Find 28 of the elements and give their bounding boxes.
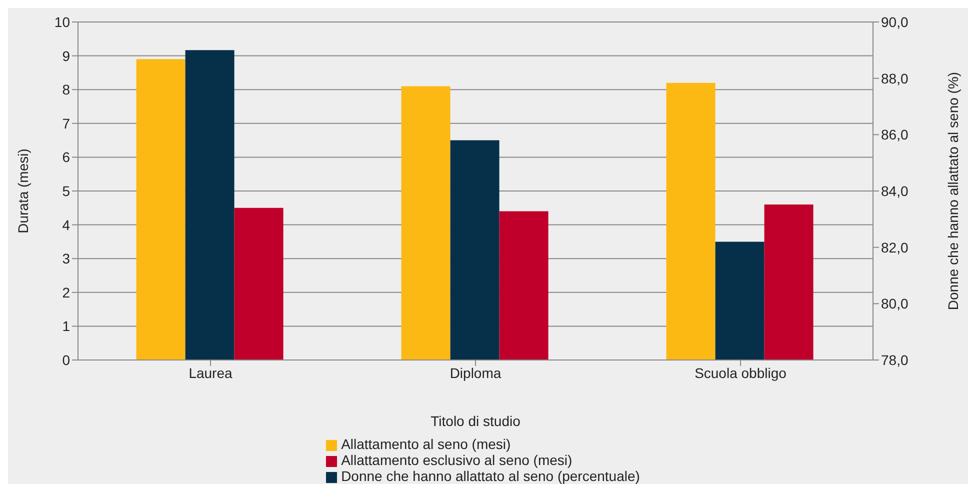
legend-label: Donne che hanno allattato al seno (percentuale) [341, 468, 640, 484]
y2-tick-label: 86,0 [881, 126, 908, 143]
x-axis-title: Titolo di studio [430, 413, 521, 429]
y-tick-label: 5 [62, 182, 70, 199]
y2-tick-label: 90,0 [881, 14, 908, 30]
y-tick-label: 8 [62, 82, 70, 98]
y2-tick-label: 80,0 [881, 296, 908, 312]
y-axis-title: Durata (mesi) [14, 148, 31, 234]
bar [666, 82, 716, 360]
y2-axis-title: Donne che hanno allattato al seno (%) [944, 72, 961, 310]
y2-tick-label: 78,0 [881, 352, 908, 368]
y-tick-label: 1 [62, 318, 70, 334]
y2-tick-label: 84,0 [881, 182, 908, 199]
y-tick-label: 3 [62, 250, 70, 267]
x-tick-label: Scuola obbligo [694, 364, 787, 381]
y2-tick-label: 88,0 [881, 70, 908, 86]
y-tick-label: 10 [54, 14, 70, 30]
y2-tick-label: 82,0 [881, 239, 908, 256]
y-tick-label: 2 [62, 284, 70, 300]
y-tick-label: 0 [62, 352, 70, 368]
y-tick-label: 4 [62, 216, 70, 233]
y-tick-label: 9 [62, 48, 70, 64]
legend-label: Allattamento esclusivo al seno (mesi) [341, 452, 572, 468]
y-tick-label: 7 [62, 115, 70, 132]
y-tick-label: 6 [62, 149, 70, 166]
legend-label: Allattamento al seno (mesi) [341, 436, 511, 452]
x-tick-label: Laurea [188, 364, 233, 381]
x-tick-label: Diploma [450, 364, 502, 381]
